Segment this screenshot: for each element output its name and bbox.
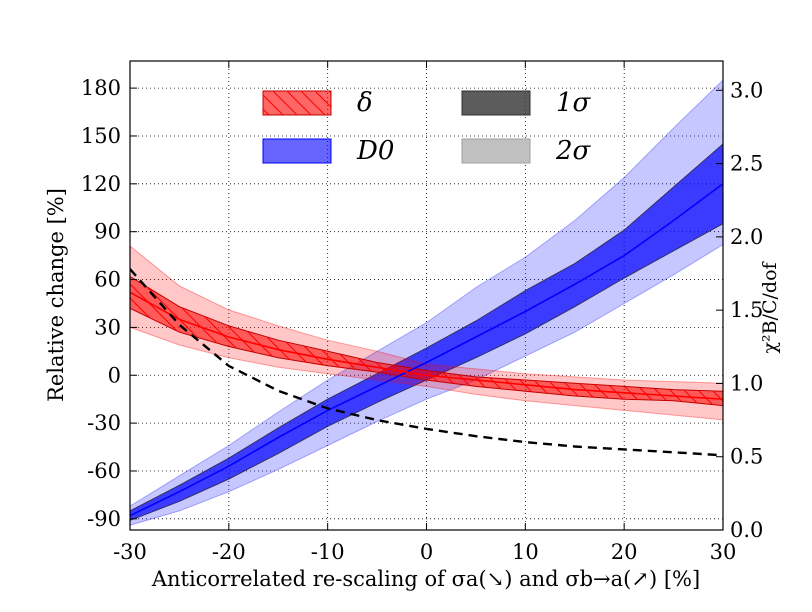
y-tick-label: 30 — [94, 315, 121, 339]
legend: δ D0 1σ 2σ — [262, 88, 592, 166]
y-tick-label: -60 — [87, 459, 121, 483]
y2-tick-label: 1.5 — [730, 298, 763, 322]
y2-axis-title: χ²B/C/dof — [759, 261, 781, 354]
y2-tick-label: 0.5 — [730, 445, 763, 469]
y-tick-label: 180 — [81, 76, 121, 100]
d0-1sigma-band — [130, 143, 723, 521]
legend-label: 2σ — [555, 136, 592, 166]
y2-tick-label: 1.0 — [730, 371, 763, 395]
ticks: -30 -20 -10 0 10 20 30 -90 -60 -30 0 30 60 90 120 150 18… — [81, 61, 763, 564]
chi2-line — [130, 268, 723, 457]
x-tick-label: 0 — [420, 540, 433, 564]
y-tick-label: -30 — [87, 411, 121, 435]
delta-line — [130, 291, 723, 400]
x-axis-title: Anticorrelated re-scaling of σa(↘) and σ… — [151, 567, 700, 591]
bands — [130, 79, 723, 526]
legend-label: δ — [357, 88, 373, 118]
legend-swatch — [262, 138, 332, 164]
x-tick-label: -20 — [212, 540, 246, 564]
legend-label: 1σ — [556, 88, 592, 118]
y-tick-label: 60 — [94, 268, 121, 292]
legend-swatch-hatch — [263, 91, 331, 115]
x-tick-label: -30 — [113, 540, 147, 564]
x-tick-label: 30 — [710, 540, 737, 564]
y2-tick-label: 0.0 — [730, 518, 763, 542]
x-tick-label: 10 — [512, 540, 539, 564]
y2-tick-label: 2.5 — [730, 152, 763, 176]
y-axis-title: Relative change [%] — [44, 188, 68, 402]
legend-label: D0 — [356, 136, 394, 166]
d0-2sigma-band — [130, 79, 723, 526]
delta-1sigma-hatch — [130, 276, 723, 406]
y-tick-label: 0 — [108, 363, 121, 387]
legend-swatch — [461, 138, 531, 164]
y-tick-label: 150 — [81, 124, 121, 148]
lines — [130, 183, 723, 517]
d0-line — [130, 183, 723, 517]
x-tick-label: -10 — [311, 540, 345, 564]
y2-tick-label: 3.0 — [730, 78, 763, 102]
y-tick-label: 90 — [94, 220, 121, 244]
y2-tick-label: 2.0 — [730, 225, 763, 249]
y-tick-label: 120 — [81, 172, 121, 196]
legend-swatch — [461, 90, 531, 116]
x-tick-label: 20 — [611, 540, 638, 564]
y-tick-label: -90 — [87, 507, 121, 531]
